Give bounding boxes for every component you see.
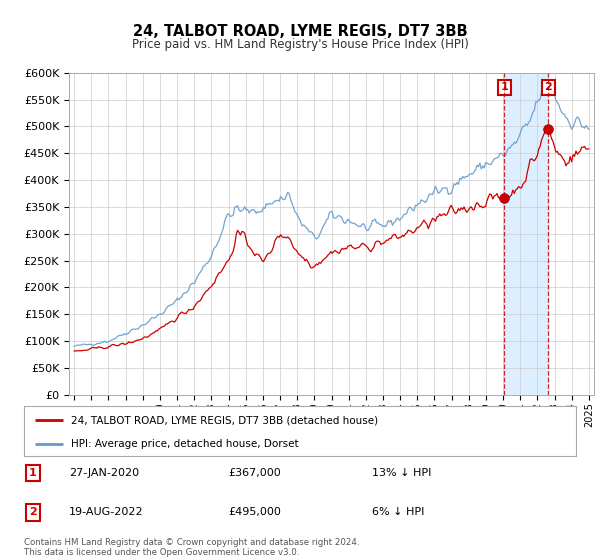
Text: 2: 2	[29, 507, 37, 517]
Text: 1: 1	[29, 468, 37, 478]
Text: 24, TALBOT ROAD, LYME REGIS, DT7 3BB: 24, TALBOT ROAD, LYME REGIS, DT7 3BB	[133, 24, 467, 39]
Bar	[504, 73, 548, 395]
Text: 24, TALBOT ROAD, LYME REGIS, DT7 3BB (detached house): 24, TALBOT ROAD, LYME REGIS, DT7 3BB (de…	[71, 415, 378, 425]
Text: 13% ↓ HPI: 13% ↓ HPI	[372, 468, 431, 478]
Text: 6% ↓ HPI: 6% ↓ HPI	[372, 507, 424, 517]
Text: £367,000: £367,000	[228, 468, 281, 478]
Text: £495,000: £495,000	[228, 507, 281, 517]
Text: Price paid vs. HM Land Registry's House Price Index (HPI): Price paid vs. HM Land Registry's House …	[131, 38, 469, 51]
Text: 1: 1	[500, 82, 508, 92]
Text: Contains HM Land Registry data © Crown copyright and database right 2024.
This d: Contains HM Land Registry data © Crown c…	[24, 538, 359, 557]
Text: 2: 2	[544, 82, 552, 92]
Text: 19-AUG-2022: 19-AUG-2022	[69, 507, 143, 517]
Text: HPI: Average price, detached house, Dorset: HPI: Average price, detached house, Dors…	[71, 439, 299, 449]
Text: 27-JAN-2020: 27-JAN-2020	[69, 468, 139, 478]
